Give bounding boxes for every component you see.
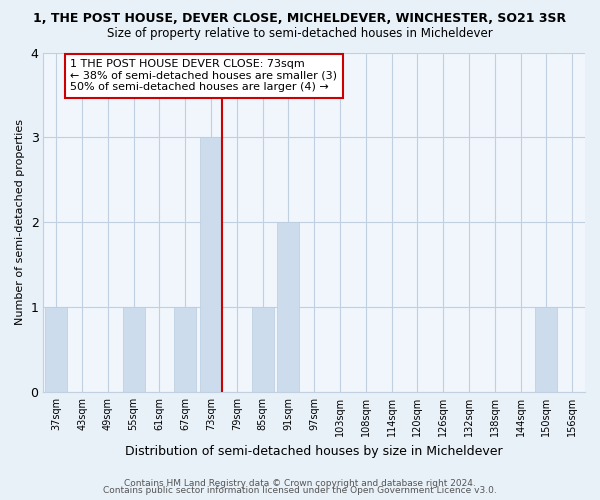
Y-axis label: Number of semi-detached properties: Number of semi-detached properties	[15, 120, 25, 326]
Text: Contains public sector information licensed under the Open Government Licence v3: Contains public sector information licen…	[103, 486, 497, 495]
Bar	[200, 138, 222, 392]
Bar	[46, 307, 67, 392]
X-axis label: Distribution of semi-detached houses by size in Micheldever: Distribution of semi-detached houses by …	[125, 444, 503, 458]
Bar	[251, 307, 274, 392]
Bar	[277, 222, 299, 392]
Text: Contains HM Land Registry data © Crown copyright and database right 2024.: Contains HM Land Registry data © Crown c…	[124, 478, 476, 488]
Bar	[123, 307, 145, 392]
Bar	[174, 307, 196, 392]
Text: 1 THE POST HOUSE DEVER CLOSE: 73sqm
← 38% of semi-detached houses are smaller (3: 1 THE POST HOUSE DEVER CLOSE: 73sqm ← 38…	[70, 60, 337, 92]
Text: 1, THE POST HOUSE, DEVER CLOSE, MICHELDEVER, WINCHESTER, SO21 3SR: 1, THE POST HOUSE, DEVER CLOSE, MICHELDE…	[34, 12, 566, 26]
Bar	[535, 307, 557, 392]
Text: Size of property relative to semi-detached houses in Micheldever: Size of property relative to semi-detach…	[107, 28, 493, 40]
